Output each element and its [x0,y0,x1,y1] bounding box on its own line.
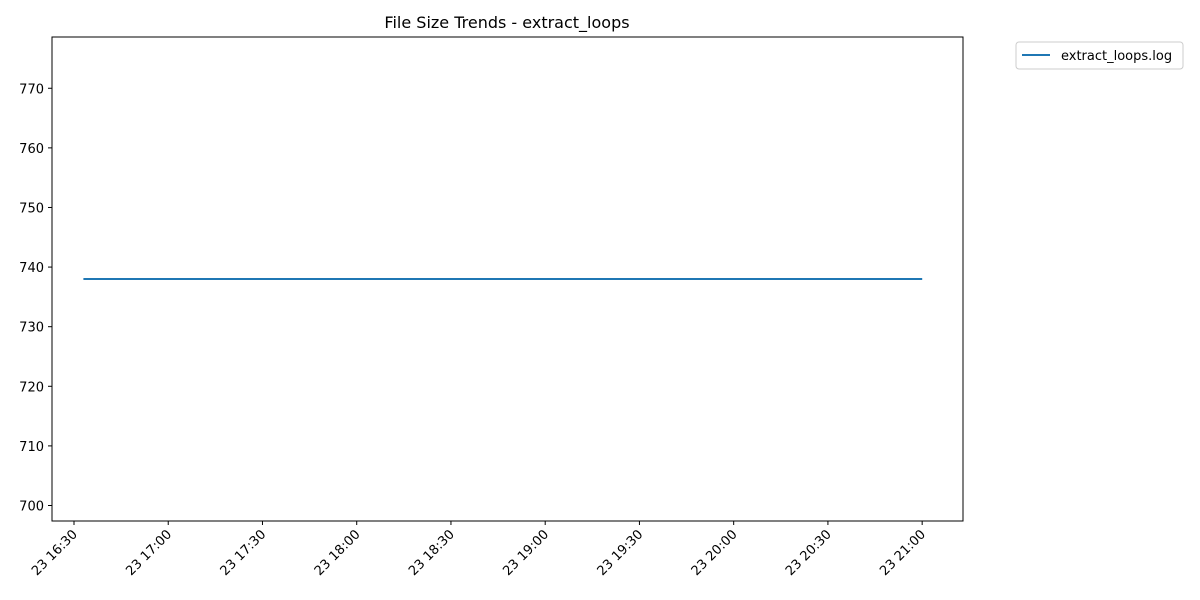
x-tick-label: 23 17:00 [123,527,175,579]
x-tick-label: 23 19:00 [500,527,552,579]
plot-frame [51,36,964,522]
y-tick-label: 720 [19,380,44,395]
x-tick-label: 23 17:30 [218,527,270,579]
x-tick-label: 23 20:30 [783,527,835,579]
y-tick-label: 730 [19,321,44,336]
chart-title: File Size Trends - extract_loops [384,13,629,33]
x-tick-label: 23 19:30 [595,527,647,579]
x-tick-label: 23 21:00 [877,527,929,579]
legend-label: extract_loops.log [1061,49,1172,64]
y-tick-label: 700 [19,500,44,515]
legend: extract_loops.log [1015,41,1184,70]
legend-box [1015,41,1184,70]
y-tick-label: 710 [19,440,44,455]
y-tick-label: 750 [19,201,44,216]
x-tick-label: 23 18:00 [312,527,364,579]
y-tick-label: 770 [19,82,44,97]
y-tick-label: 740 [19,261,44,276]
x-tick-label: 23 20:00 [689,527,741,579]
x-tick-label: 23 16:30 [29,527,81,579]
x-tick-label: 23 18:30 [406,527,458,579]
y-tick-label: 760 [19,142,44,157]
